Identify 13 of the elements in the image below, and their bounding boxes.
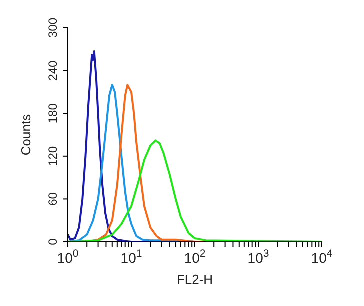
x-axis-title: FL2-H	[176, 272, 214, 287]
y-tick-label: 240	[46, 60, 60, 81]
x-tick-label: 10$^{0}$	[57, 248, 79, 266]
y-tick-label: 120	[46, 146, 60, 166]
y-axis-title: Counts	[18, 114, 34, 156]
x-tick-label: 10$^{3}$	[248, 248, 270, 266]
x-tick-label: 10$^{2}$	[184, 248, 206, 266]
x-tick-label: 10$^{4}$	[311, 248, 333, 266]
x-tick-label: 10$^{1}$	[120, 248, 142, 266]
y-tick-label: 180	[46, 103, 60, 124]
y-tick-label: 300	[46, 18, 60, 38]
y-tick-label: 0	[46, 238, 60, 246]
y-tick-label: 60	[46, 192, 60, 206]
